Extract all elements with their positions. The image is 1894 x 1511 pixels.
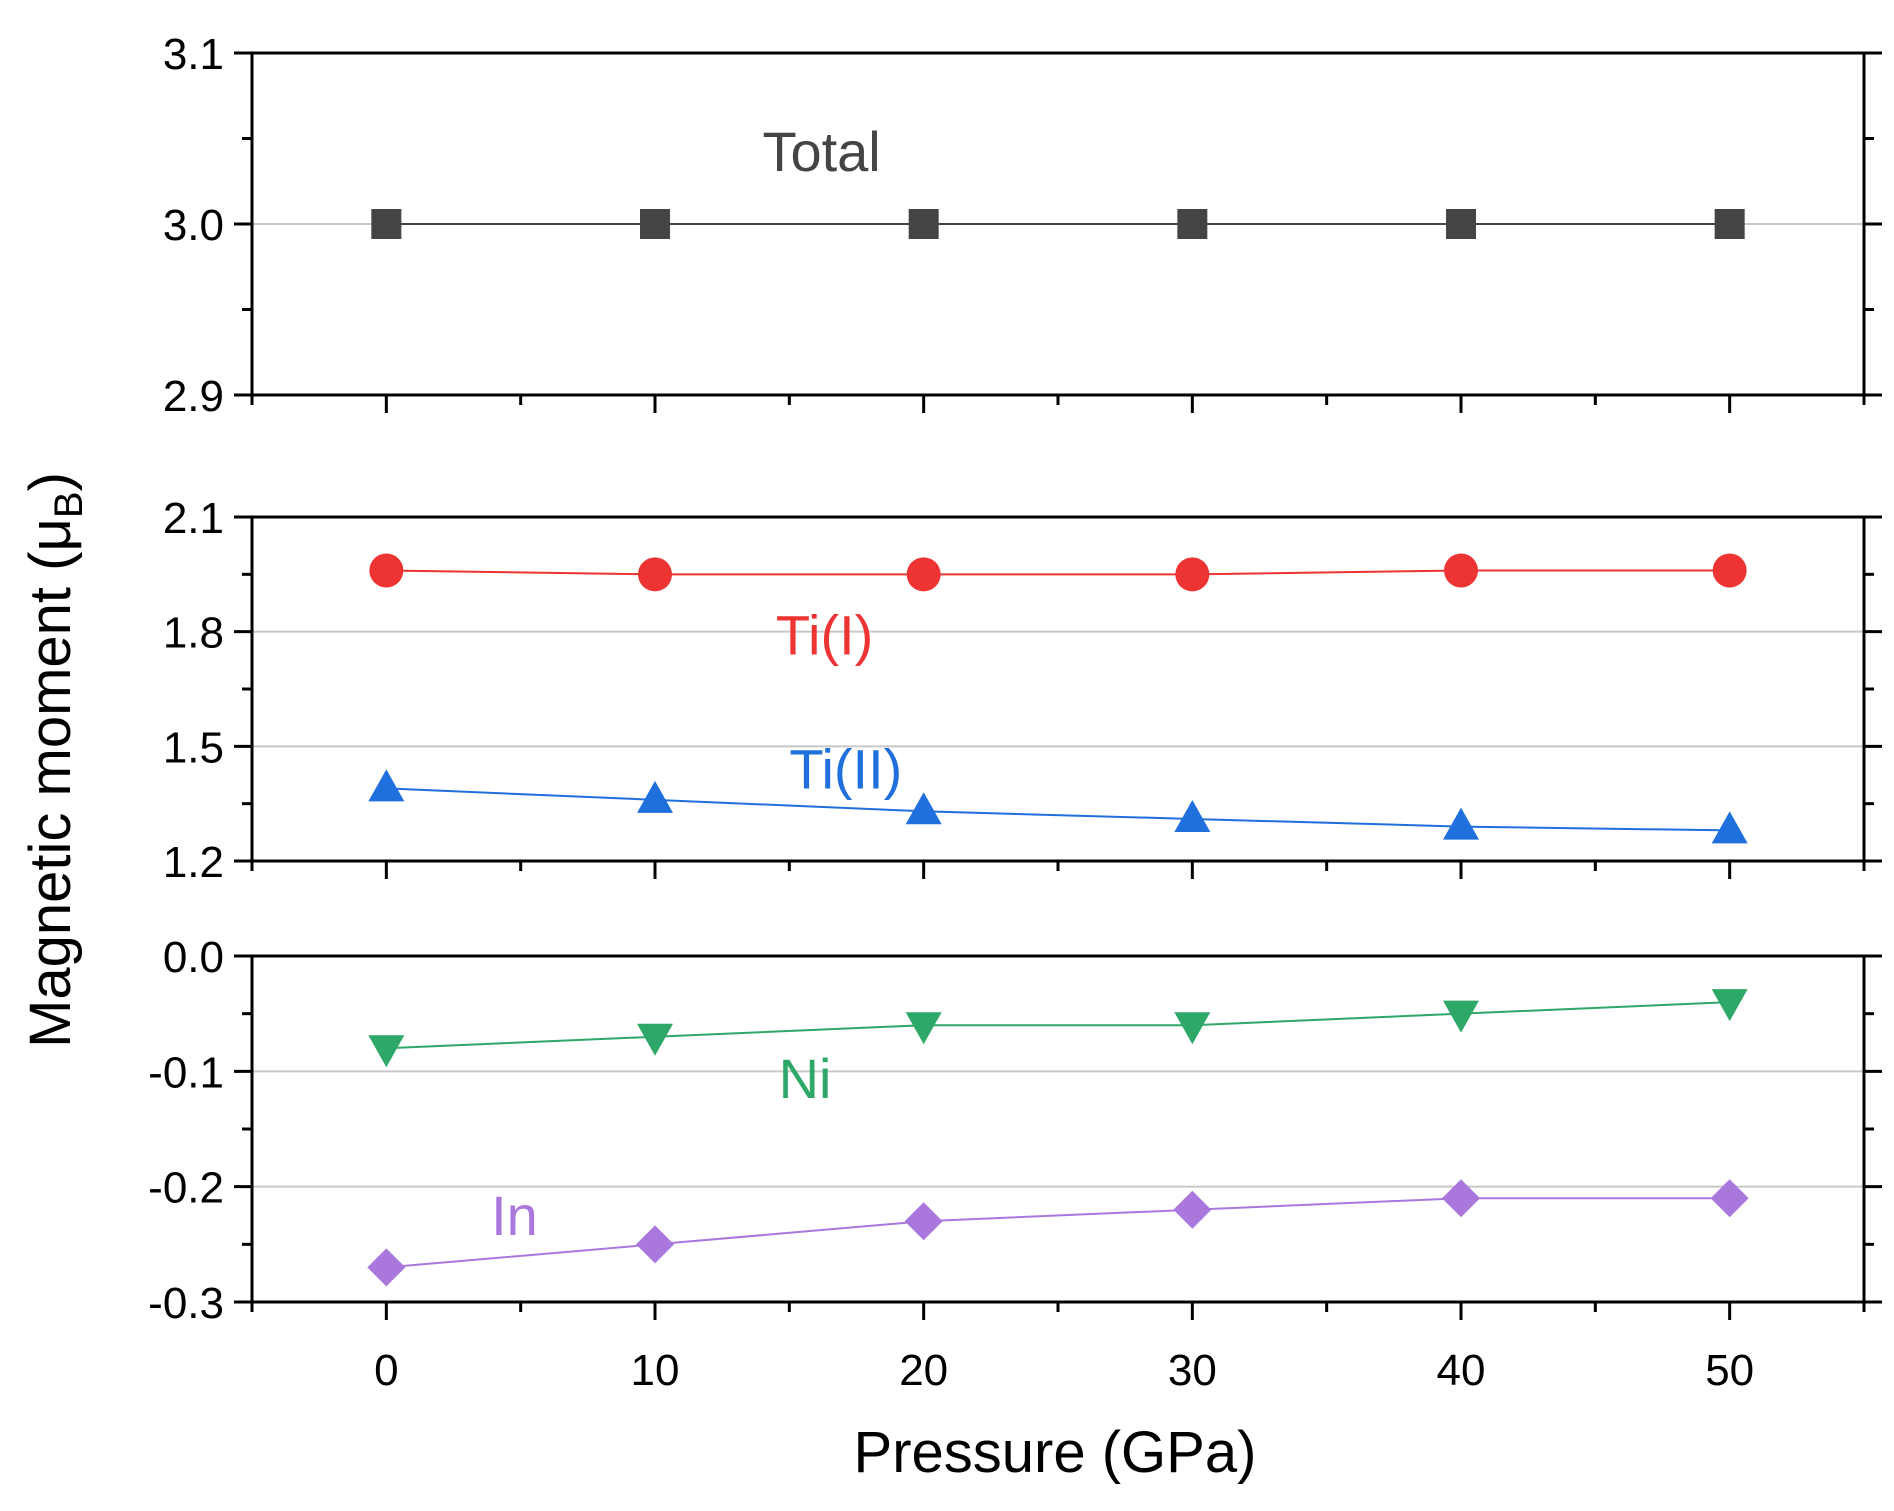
panel-bottom: -0.3 -0.2 -0.1 0.0 Ni In <box>148 933 1882 1328</box>
series-label: In <box>491 1184 538 1247</box>
y-axis-title-close: ) <box>18 472 83 491</box>
data-point-triangle-up <box>637 780 673 813</box>
data-point-diamond <box>367 1248 406 1287</box>
panel-middle: 1.2 1.5 1.8 2.1 Ti(I) Ti(II) <box>163 494 1882 887</box>
data-point-diamond <box>636 1225 674 1264</box>
y-tick-label: -0.2 <box>148 1164 224 1213</box>
y-tick-label: 2.9 <box>163 372 224 421</box>
series-label: Ti(I) <box>776 604 873 667</box>
x-tick-label: 0 <box>374 1346 398 1395</box>
data-point-circle <box>1444 553 1478 588</box>
y-axis-title: Magnetic moment (μB) <box>18 472 91 1048</box>
data-point-diamond <box>1710 1179 1749 1218</box>
y-tick-label: 1.8 <box>163 609 224 658</box>
y-tick-label: 1.2 <box>163 838 224 887</box>
data-point-square <box>1177 209 1208 239</box>
data-point-triangle-down <box>1443 1000 1479 1033</box>
series-Ti(II): Ti(II) <box>368 737 1748 844</box>
y-tick-label: 1.5 <box>163 723 224 772</box>
data-point-triangle-up <box>1711 811 1748 844</box>
data-point-diamond <box>1173 1190 1212 1229</box>
series-line <box>386 1001 1730 1050</box>
series-Ti(I): Ti(I) <box>369 553 1747 667</box>
series-line <box>386 569 1730 576</box>
data-point-triangle-up <box>1443 807 1479 840</box>
x-tick-label: 40 <box>1437 1346 1486 1395</box>
data-point-square <box>908 209 939 239</box>
series-label: Total <box>762 120 880 183</box>
series-label: Ti(II) <box>789 737 902 800</box>
y-axis-title-main: Magnetic moment (μ <box>18 518 83 1048</box>
x-tick-label: 50 <box>1705 1346 1754 1395</box>
data-point-circle <box>906 557 941 592</box>
data-point-diamond <box>904 1202 943 1241</box>
data-point-square <box>1714 209 1745 239</box>
y-tick-label: 0.0 <box>163 933 224 982</box>
data-point-triangle-down <box>905 1012 942 1045</box>
series-label: Ni <box>779 1047 832 1110</box>
panels-layer: 2.9 3.0 3.1 Total 1.2 1.5 1.8 2.1 Ti(I) Ti(II) -0.… <box>148 30 1882 1328</box>
data-point-square <box>371 209 402 239</box>
data-point-square <box>640 209 670 239</box>
data-point-triangle-down <box>1174 1012 1211 1045</box>
x-axis-title: Pressure (GPa) <box>854 1420 1257 1485</box>
y-tick-label: -0.3 <box>148 1279 224 1328</box>
x-tick-labels: 0 10 20 30 40 50 <box>374 1346 1754 1395</box>
series-line <box>386 1197 1730 1269</box>
data-point-triangle-up <box>1174 799 1211 832</box>
data-point-triangle-up <box>905 792 942 825</box>
x-tick-label: 10 <box>631 1346 680 1395</box>
panel-top: 2.9 3.0 3.1 Total <box>163 30 1882 421</box>
x-tick-label: 30 <box>1168 1346 1217 1395</box>
data-point-square <box>1446 209 1476 239</box>
data-point-triangle-down <box>1711 989 1748 1022</box>
data-point-triangle-down <box>368 1035 405 1068</box>
y-tick-label: 3.0 <box>163 201 224 250</box>
series-line <box>386 787 1730 832</box>
data-point-triangle-up <box>368 769 405 802</box>
y-tick-label: -0.1 <box>148 1048 224 1097</box>
data-point-circle <box>1712 553 1747 588</box>
y-tick-label: 3.1 <box>163 30 224 79</box>
y-tick-label: 2.1 <box>163 494 224 543</box>
series-In: In <box>367 1179 1749 1287</box>
data-point-circle <box>1175 557 1210 592</box>
data-point-circle <box>638 557 672 592</box>
series-Ni: Ni <box>368 989 1748 1110</box>
data-point-diamond <box>1442 1179 1480 1218</box>
x-tick-label: 20 <box>899 1346 948 1395</box>
data-point-circle <box>369 553 404 588</box>
series-Total: Total <box>371 120 1745 239</box>
y-axis-title-subscript: B <box>47 491 91 518</box>
data-point-triangle-down <box>637 1023 673 1056</box>
